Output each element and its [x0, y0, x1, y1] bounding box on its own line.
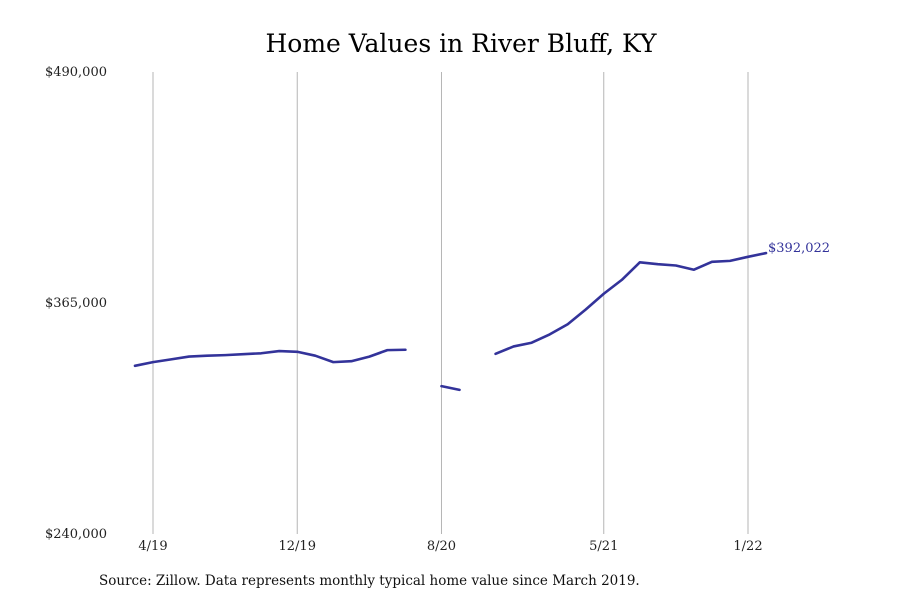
chart-title: Home Values in River Bluff, KY	[265, 29, 657, 58]
x-tick-label: 1/22	[733, 539, 762, 554]
source-note: Source: Zillow. Data represents monthly …	[99, 573, 640, 589]
gridlines	[152, 72, 749, 534]
series-line-segment	[440, 384, 461, 392]
x-tick-label: 12/19	[279, 539, 316, 554]
y-tick-label: $490,000	[45, 65, 107, 80]
series-line-segment	[494, 251, 768, 356]
x-axis-labels: 4/19 12/19 8/20 5/21 1/22	[138, 539, 762, 554]
y-tick-label: $365,000	[45, 296, 107, 311]
y-axis-labels: $240,000 $365,000 $490,000	[45, 65, 107, 542]
series-line-segment	[133, 348, 407, 368]
x-tick-label: 5/21	[589, 539, 618, 554]
last-value-label: $392,022	[768, 241, 830, 256]
x-tick-label: 8/20	[427, 539, 456, 554]
x-tick-label: 4/19	[138, 539, 167, 554]
series-lines	[133, 251, 768, 392]
y-tick-label: $240,000	[45, 527, 107, 542]
